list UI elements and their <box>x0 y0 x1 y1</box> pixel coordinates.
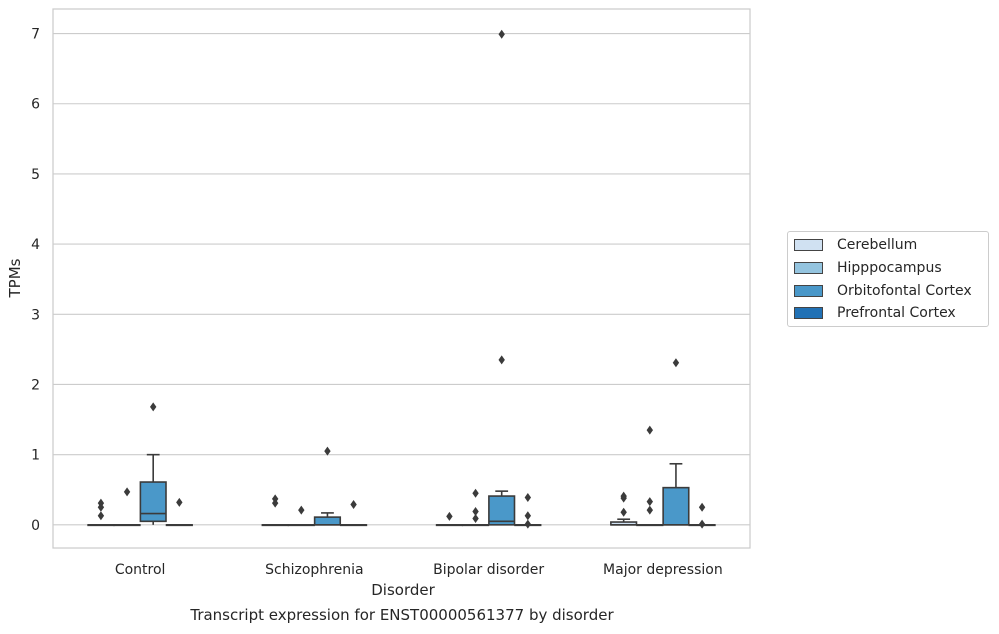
box-prefrontal-cortex <box>339 499 368 527</box>
box-hipppocampus <box>636 425 664 527</box>
box-cerebellum <box>610 491 638 526</box>
outlier-point <box>524 519 532 529</box>
box-cerebellum <box>87 498 115 527</box>
outlier-point <box>672 358 680 368</box>
outlier-point <box>446 511 453 521</box>
y-tick-labels: 0 1 2 3 4 5 6 7 <box>31 27 40 534</box>
legend-swatch <box>794 285 823 297</box>
box-rect <box>139 481 167 523</box>
legend-swatch <box>794 239 823 251</box>
y-tick-label: 5 <box>31 167 40 183</box>
outlier-point <box>524 492 532 502</box>
y-tick-label: 2 <box>31 377 40 393</box>
legend-label: Cerebellum <box>837 237 918 253</box>
outlier-point <box>149 402 157 412</box>
legend-label: Orbitofontal Cortex <box>837 283 972 299</box>
box-rect <box>313 516 342 526</box>
outlier-point <box>350 499 357 509</box>
box-orbitofontal-cortex <box>139 402 167 525</box>
outlier-point <box>298 505 305 515</box>
x-tick-label: Major depression <box>603 562 723 578</box>
legend-swatch <box>794 262 823 274</box>
box-prefrontal-cortex <box>514 492 542 529</box>
legend-swatch <box>794 307 823 319</box>
box-rect <box>488 495 516 526</box>
outlier-point <box>472 488 479 498</box>
x-tick-label: Bipolar disorder <box>433 562 544 578</box>
outlier-point <box>271 494 279 504</box>
box-cerebellum <box>435 511 464 527</box>
outlier-point <box>97 511 105 521</box>
outlier-point <box>324 446 331 456</box>
outlier-point <box>123 487 131 497</box>
y-tick-label: 1 <box>31 448 40 464</box>
box-orbitofontal-cortex <box>662 358 690 526</box>
x-axis-label: Disorder <box>371 581 435 599</box>
outlier-point <box>524 511 532 521</box>
outlier-point <box>646 505 654 515</box>
legend-item-orbitofrontal-cortex: Orbitofontal Cortex <box>794 281 972 301</box>
outlier-point <box>498 29 505 39</box>
box-orbitofontal-cortex <box>488 29 516 526</box>
outlier-point <box>620 491 627 501</box>
outlier-point <box>646 425 654 435</box>
x-tick-labels: Control Schizophrenia Bipolar disorder Majo… <box>115 562 723 578</box>
outlier-point <box>698 502 706 512</box>
outlier-point <box>498 355 505 365</box>
outlier-point <box>472 514 479 524</box>
box-hipppocampus <box>287 505 315 527</box>
plot-frame <box>52 8 751 549</box>
legend-item-cerebellum: Cerebellum <box>794 235 917 255</box>
legend-item-prefrontal-cortex: Prefrontal Cortex <box>794 303 956 323</box>
y-tick-label: 4 <box>31 237 40 253</box>
legend: Cerebellum Hipppocampus Orbitofontal Cor… <box>787 231 989 327</box>
y-tick-label: 3 <box>31 307 40 323</box>
chart-caption: Transcript expression for ENST0000056137… <box>190 606 614 624</box>
outlier-point <box>698 519 706 529</box>
outlier-point <box>97 498 105 508</box>
legend-label: Hipppocampus <box>837 260 942 276</box>
box-rect <box>662 486 690 526</box>
x-tick-label: Schizophrenia <box>265 562 363 578</box>
box-prefrontal-cortex <box>165 497 193 527</box>
outlier-point <box>176 497 183 507</box>
outlier-point <box>472 507 479 517</box>
box-orbitofontal-cortex <box>313 446 342 526</box>
x-tick-label: Control <box>115 562 166 578</box>
box-cerebellum <box>261 494 289 527</box>
y-tick-label: 6 <box>31 97 40 113</box>
y-axis-label: TPMs <box>6 258 24 298</box>
y-tick-label: 0 <box>31 518 40 534</box>
grid-lines <box>53 33 750 526</box>
y-tick-label: 7 <box>31 27 40 43</box>
box-hipppocampus <box>461 488 490 527</box>
box-plots <box>87 29 716 529</box>
outlier-point <box>620 507 627 517</box>
legend-label: Prefrontal Cortex <box>837 305 956 321</box>
box-prefrontal-cortex <box>688 502 716 529</box>
outlier-point <box>646 497 654 507</box>
legend-item-hippocampus: Hipppocampus <box>794 258 942 278</box>
box-hipppocampus <box>113 487 141 527</box>
